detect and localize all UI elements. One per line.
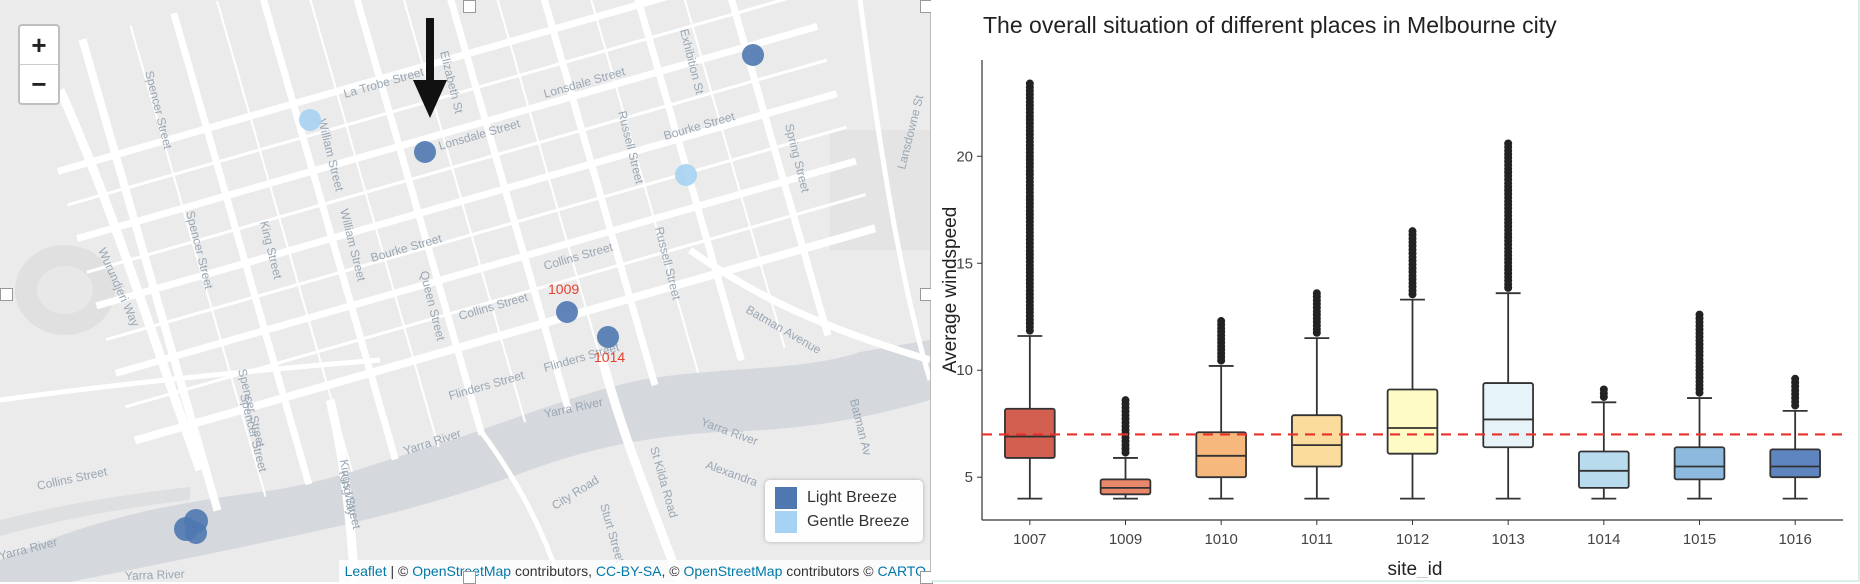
- x-tick-label: 1014: [1587, 531, 1620, 548]
- y-tick-label: 5: [965, 469, 973, 486]
- x-tick-label: 1013: [1491, 531, 1524, 548]
- site-marker-light-breeze[interactable]: [185, 522, 207, 544]
- outlier-point: [1121, 396, 1130, 405]
- site-marker-gentle-breeze[interactable]: [299, 109, 321, 131]
- attribution-text: | ©: [386, 563, 413, 579]
- y-tick-label: 15: [956, 255, 973, 272]
- box-1014: [1578, 450, 1630, 489]
- site-marker-1014[interactable]: [597, 326, 619, 348]
- outlier-point: [1217, 317, 1226, 326]
- x-tick-label: 1009: [1109, 531, 1142, 548]
- legend-label: Gentle Breeze: [807, 513, 910, 530]
- zoom-in-button[interactable]: +: [31, 30, 47, 60]
- legend-swatch-gentle-breeze: [775, 511, 797, 533]
- outlier-point: [1695, 310, 1704, 319]
- resize-handle[interactable]: [0, 288, 13, 301]
- license-link[interactable]: CC-BY-SA: [595, 563, 662, 579]
- box-1007: [1004, 407, 1056, 459]
- legend-item-light-breeze: Light Breeze: [775, 487, 897, 509]
- site-marker-light-breeze[interactable]: [742, 44, 764, 66]
- attribution-text: contributors,: [511, 563, 596, 579]
- x-axis-label: site_id: [1388, 559, 1443, 578]
- yarra-river-shape: [0, 340, 930, 582]
- x-tick-label: 1015: [1683, 531, 1716, 548]
- map-tiles[interactable]: La Trobe Street Lonsdale Street Lonsdale…: [0, 0, 930, 582]
- lansdowne-road: [857, 0, 930, 381]
- st-kilda-road: [595, 348, 685, 582]
- outlier-point: [1025, 79, 1034, 88]
- map-panel[interactable]: La Trobe Street Lonsdale Street Lonsdale…: [0, 0, 931, 582]
- outlier-point: [1312, 289, 1321, 298]
- annotation-arrow: [413, 18, 447, 118]
- map-attribution: Leaflet | © OpenStreetMap contributors, …: [338, 560, 930, 582]
- osm-link[interactable]: OpenStreetMap: [683, 563, 783, 579]
- y-axis-label: Average windspeed: [940, 207, 961, 374]
- box-1012: [1386, 388, 1439, 455]
- docklands-road: [0, 357, 381, 403]
- outlier-point: [1504, 139, 1513, 148]
- map-legend: Light Breeze Gentle Breeze: [765, 480, 923, 542]
- x-tick-label: 1007: [1013, 531, 1046, 548]
- x-tick-label: 1010: [1204, 531, 1237, 548]
- box-1010: [1195, 431, 1247, 479]
- stadium-field: [37, 266, 93, 314]
- batman-avenue-road: [687, 247, 930, 364]
- x-tick-label: 1016: [1778, 531, 1811, 548]
- site-marker-1009[interactable]: [556, 301, 578, 323]
- street-label: Yarra River: [125, 567, 185, 582]
- zoom-out-button[interactable]: −: [20, 64, 58, 103]
- legend-swatch-light-breeze: [775, 487, 797, 509]
- attribution-text: contributors ©: [782, 563, 878, 579]
- site-label-1009: 1009: [548, 281, 579, 297]
- osm-link[interactable]: OpenStreetMap: [412, 563, 512, 579]
- chart-title: The overall situation of different place…: [983, 12, 1557, 38]
- legend-label: Light Breeze: [807, 489, 897, 506]
- chart-panel: The overall situation of different place…: [931, 0, 1860, 582]
- box-1016: [1769, 448, 1821, 479]
- outlier-point: [1408, 227, 1417, 236]
- street-grid: [56, 0, 877, 512]
- resize-handle[interactable]: [463, 571, 476, 584]
- x-tick-label: 1011: [1301, 531, 1333, 548]
- outlier-point: [1791, 374, 1800, 383]
- site-marker-gentle-breeze[interactable]: [675, 164, 697, 186]
- leaflet-link[interactable]: Leaflet: [344, 563, 387, 579]
- attribution-text: , ©: [661, 563, 684, 579]
- carto-link[interactable]: CARTO: [877, 563, 927, 579]
- outlier-point: [1599, 385, 1608, 394]
- river-bank: [0, 487, 190, 536]
- x-tick-label: 1012: [1396, 531, 1429, 548]
- resize-handle[interactable]: [463, 0, 476, 13]
- wurundjeri-way-road: [55, 88, 205, 472]
- box-1011: [1291, 414, 1343, 468]
- site-marker-light-breeze[interactable]: [414, 141, 436, 163]
- site-label-1014: 1014: [594, 349, 625, 365]
- box-1009: [1099, 478, 1152, 496]
- box-1013: [1482, 382, 1534, 449]
- legend-item-gentle-breeze: Gentle Breeze: [775, 511, 909, 533]
- box-1015: [1673, 446, 1726, 481]
- kings-way-road: [325, 398, 360, 582]
- y-tick-label: 10: [956, 362, 973, 379]
- zoom-control: + −: [18, 24, 60, 105]
- y-tick-label: 20: [956, 148, 973, 165]
